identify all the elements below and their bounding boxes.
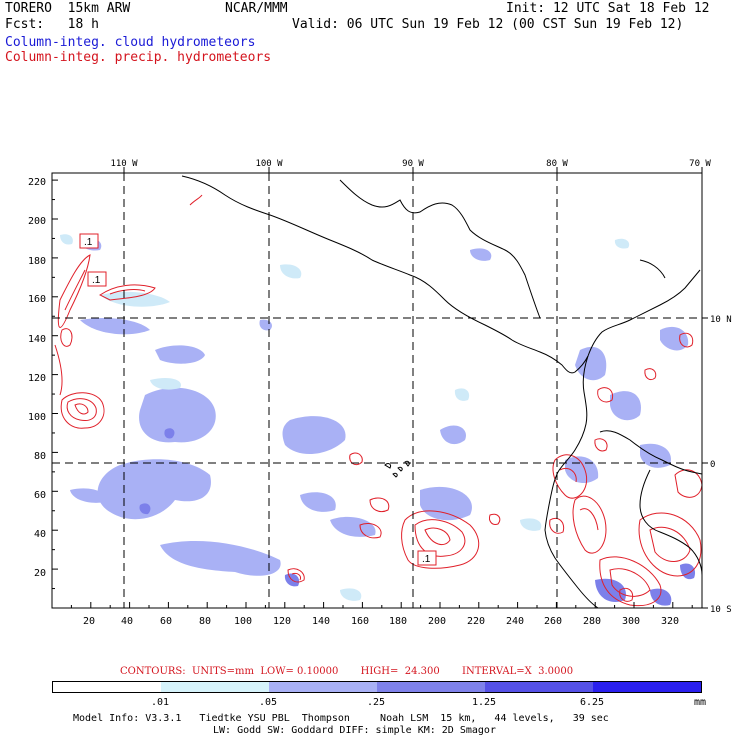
coastlines <box>181 175 702 608</box>
x-tick-20: 20 <box>83 616 95 627</box>
x-tick-140: 140 <box>312 616 330 627</box>
axis-ticks <box>51 167 708 609</box>
model-title: TORERO 15km ARW <box>5 1 131 16</box>
x-tick-260: 260 <box>544 616 562 627</box>
colorbar-label-4: 6.25 <box>580 697 605 708</box>
y-tick-160: 160 <box>28 294 46 305</box>
forecast-hour: Fcst: 18 h <box>5 17 99 32</box>
y-tick-180: 180 <box>28 256 46 267</box>
init-time: Init: 12 UTC Sat 18 Feb 12 <box>506 1 710 16</box>
contour-label-3: .1 <box>422 554 431 565</box>
colorbar-unit: mm <box>694 697 707 708</box>
contour-label-boxes <box>79 233 437 566</box>
y-tick-60: 60 <box>34 490 46 501</box>
cloud-shading-dark <box>139 428 696 606</box>
x-tick-40: 40 <box>121 616 133 627</box>
x-tick-120: 120 <box>273 616 291 627</box>
x-tick-240: 240 <box>506 616 524 627</box>
colorbar-frame <box>52 681 702 693</box>
lon-label-100w: 100 W <box>255 159 283 169</box>
x-tick-220: 220 <box>467 616 485 627</box>
x-tick-280: 280 <box>583 616 601 627</box>
y-tick-140: 140 <box>28 334 46 345</box>
model-info-line1: Model Info: V3.3.1 Tiedtke YSU PBL Thomp… <box>73 713 609 724</box>
colorbar-label-2: .25 <box>367 697 386 708</box>
y-tick-40: 40 <box>34 529 46 540</box>
x-tick-60: 60 <box>160 616 172 627</box>
lon-label-80w: 80 W <box>546 159 568 169</box>
y-tick-200: 200 <box>28 216 46 227</box>
y-tick-220: 220 <box>28 177 46 188</box>
colorbar-label-3: 1.25 <box>472 697 497 708</box>
x-tick-160: 160 <box>351 616 369 627</box>
lat-lon-grid <box>52 173 702 608</box>
contours-info: CONTOURS: UNITS=mm LOW= 0.10000 HIGH= 24… <box>120 666 574 677</box>
x-tick-320: 320 <box>661 616 679 627</box>
colorbar-label-1: .05 <box>259 697 278 708</box>
organization-label: NCAR/MMM <box>225 1 288 16</box>
x-tick-80: 80 <box>199 616 211 627</box>
field-label-cloud: Column-integ. cloud hydrometeors <box>5 35 256 50</box>
cloud-shading <box>70 238 689 576</box>
y-tick-80: 80 <box>34 451 46 462</box>
precip-contours <box>54 194 702 607</box>
model-info-line2: LW: Godd SW: Goddard DIFF: simple KM: 2D… <box>213 725 496 736</box>
map-frame <box>51 172 703 609</box>
x-tick-100: 100 <box>234 616 252 627</box>
x-tick-180: 180 <box>389 616 407 627</box>
lat-label-10n: 10 N <box>710 315 732 325</box>
map-field-layer <box>54 175 702 608</box>
cloud-shading-light <box>60 234 630 601</box>
lon-label-110w: 110 W <box>110 159 138 169</box>
colorbar-label-0: .01 <box>151 697 170 708</box>
field-label-precip: Column-integ. precip. hydrometeors <box>5 50 272 65</box>
x-tick-200: 200 <box>428 616 446 627</box>
lat-label-10s: 10 S <box>710 605 732 615</box>
y-tick-20: 20 <box>34 568 46 579</box>
lon-label-90w: 90 W <box>402 159 424 169</box>
y-tick-120: 120 <box>28 373 46 384</box>
y-tick-100: 100 <box>28 412 46 423</box>
contour-label-1: .1 <box>84 237 93 248</box>
contour-label-2: .1 <box>92 275 101 286</box>
x-tick-300: 300 <box>622 616 640 627</box>
lat-label-0: 0 <box>710 460 715 470</box>
valid-time: Valid: 06 UTC Sun 19 Feb 12 (00 CST Sun … <box>292 17 684 32</box>
lon-label-70w: 70 W <box>689 159 711 169</box>
